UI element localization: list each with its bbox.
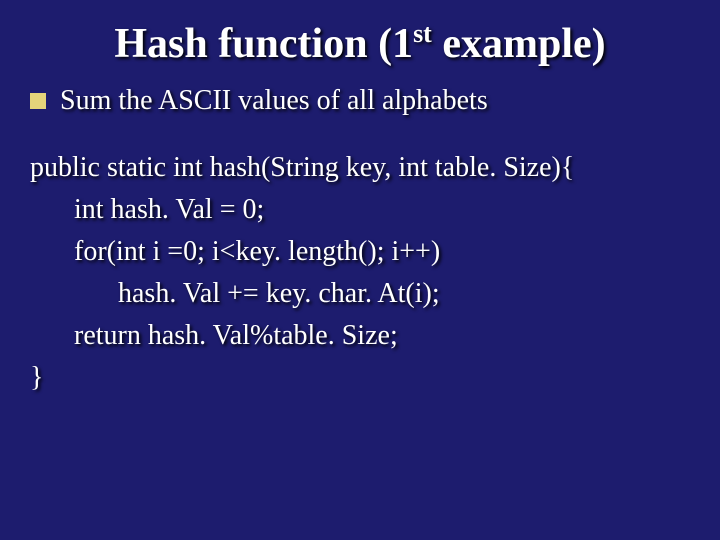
code-line-5: return hash. Val%table. Size; <box>30 315 692 357</box>
bullet-item: Sum the ASCII values of all alphabets <box>30 85 692 117</box>
title-sup: st <box>413 19 432 48</box>
code-line-2: int hash. Val = 0; <box>30 189 692 231</box>
title-post: example) <box>432 21 606 67</box>
slide-title: Hash function (1st example) <box>28 20 692 67</box>
code-block: public static int hash(String key, int t… <box>30 147 692 399</box>
code-line-1: public static int hash(String key, int t… <box>30 147 692 189</box>
code-line-4: hash. Val += key. char. At(i); <box>30 273 692 315</box>
code-line-3: for(int i =0; i<key. length(); i++) <box>30 231 692 273</box>
code-line-6: } <box>30 357 692 399</box>
bullet-text: Sum the ASCII values of all alphabets <box>60 85 488 117</box>
title-pre: Hash function (1 <box>114 21 413 67</box>
square-bullet-icon <box>30 93 46 109</box>
title-area: Hash function (1st example) <box>28 20 692 67</box>
